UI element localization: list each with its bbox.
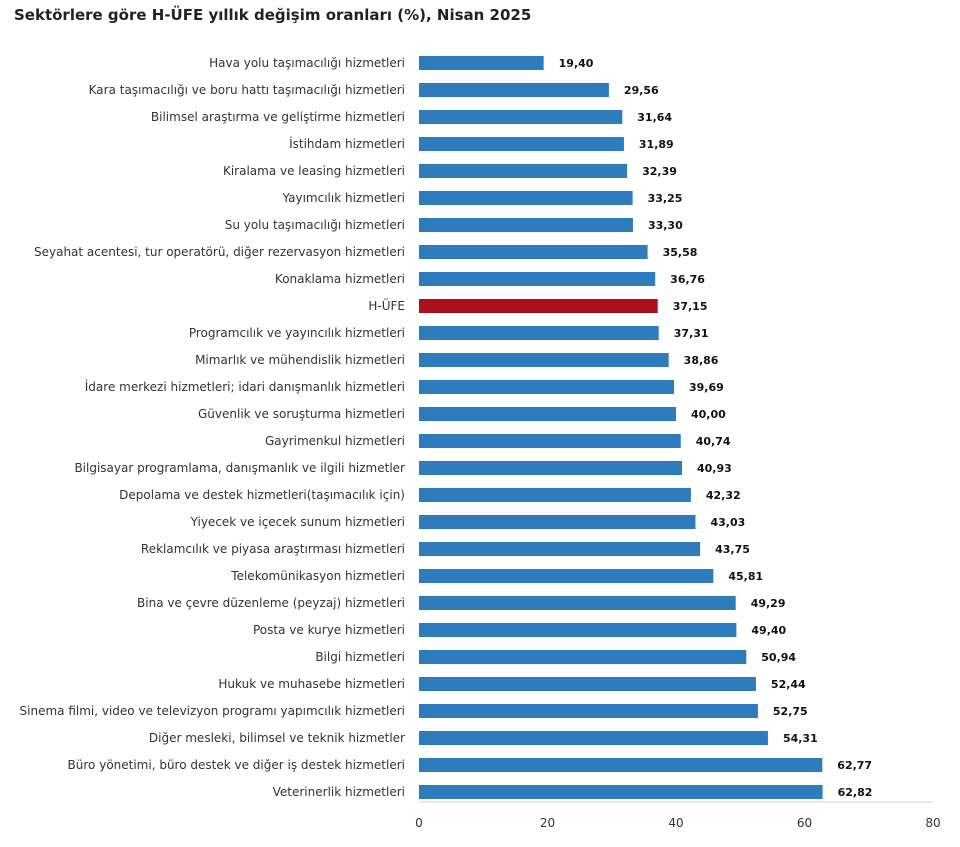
bar <box>419 623 737 637</box>
bar <box>419 461 682 475</box>
bar <box>419 785 823 799</box>
x-tick-label: 60 <box>797 816 812 830</box>
category-label: Depolama ve destek hizmetleri(taşımacılı… <box>119 488 405 502</box>
value-label: 43,75 <box>715 543 750 556</box>
category-label: Konaklama hizmetleri <box>275 272 405 286</box>
value-label: 43,03 <box>710 516 745 529</box>
chart-title: Sektörlere göre H-ÜFE yıllık değişim ora… <box>14 6 532 24</box>
value-label: 62,77 <box>837 759 872 772</box>
value-label: 31,89 <box>639 138 674 151</box>
value-label: 49,29 <box>751 597 786 610</box>
bar <box>419 272 656 286</box>
bar <box>419 515 696 529</box>
value-label: 52,75 <box>773 705 808 718</box>
value-label: 62,82 <box>838 786 873 799</box>
category-label: Sinema filmi, video ve televizyon progra… <box>20 704 405 718</box>
category-label: Bina ve çevre düzenleme (peyzaj) hizmetl… <box>137 596 405 610</box>
bar <box>419 56 544 70</box>
bar <box>419 137 624 151</box>
bar-highlight <box>419 299 658 313</box>
bar <box>419 596 736 610</box>
category-label: Hukuk ve muhasebe hizmetleri <box>218 677 405 691</box>
value-label: 35,58 <box>663 246 698 259</box>
value-label: 54,31 <box>783 732 818 745</box>
value-label: 45,81 <box>728 570 763 583</box>
category-label: Reklamcılık ve piyasa araştırması hizmet… <box>141 542 405 556</box>
category-label: Yayımcılık hizmetleri <box>281 191 405 205</box>
category-label: Veterinerlik hizmetleri <box>273 785 405 799</box>
value-label: 31,64 <box>637 111 672 124</box>
bar <box>419 434 681 448</box>
bar <box>419 380 675 394</box>
bar <box>419 488 691 502</box>
category-label: Telekomünikasyon hizmetleri <box>230 569 405 583</box>
category-label: Yiyecek ve içecek sunum hizmetleri <box>190 515 405 529</box>
category-label: Hava yolu taşımacılığı hizmetleri <box>209 56 405 70</box>
category-label: İstihdam hizmetleri <box>289 136 405 151</box>
bar <box>419 245 648 259</box>
bar <box>419 731 768 745</box>
value-label: 36,76 <box>670 273 705 286</box>
value-label: 33,30 <box>648 219 683 232</box>
bar <box>419 650 747 664</box>
value-label: 38,86 <box>684 354 719 367</box>
category-label: Diğer mesleki, bilimsel ve teknik hizmet… <box>149 731 405 745</box>
value-label: 39,69 <box>689 381 724 394</box>
bar <box>419 164 628 178</box>
x-tick-label: 20 <box>540 816 555 830</box>
category-label: Bilgisayar programlama, danışmanlık ve i… <box>74 461 405 475</box>
bar <box>419 677 756 691</box>
bar <box>419 407 676 421</box>
category-label: Bilgi hizmetleri <box>315 650 405 664</box>
bar <box>419 353 669 367</box>
value-label: 49,40 <box>751 624 786 637</box>
bar <box>419 83 609 97</box>
bar <box>419 542 701 556</box>
category-label: Bilimsel araştırma ve geliştirme hizmetl… <box>151 110 405 124</box>
category-label: Su yolu taşımacılığı hizmetleri <box>225 218 405 232</box>
category-label: Büro yönetimi, büro destek ve diğer iş d… <box>68 758 405 772</box>
category-label: H-ÜFE <box>368 297 405 313</box>
category-label: Kiralama ve leasing hizmetleri <box>223 164 405 178</box>
category-label: Mimarlık ve mühendislik hizmetleri <box>195 353 405 367</box>
bar <box>419 704 758 718</box>
value-label: 37,31 <box>674 327 709 340</box>
category-label: Gayrimenkul hizmetleri <box>265 434 405 448</box>
value-label: 40,93 <box>697 462 732 475</box>
category-label: İdare merkezi hizmetleri; idari danışman… <box>85 379 405 394</box>
bar <box>419 110 623 124</box>
value-label: 29,56 <box>624 84 659 97</box>
x-tick-label: 40 <box>668 816 683 830</box>
category-label: Programcılık ve yayıncılık hizmetleri <box>189 326 405 340</box>
value-label: 52,44 <box>771 678 806 691</box>
category-label: Kara taşımacılığı ve boru hattı taşımacı… <box>89 83 405 97</box>
category-label: Güvenlik ve soruşturma hizmetleri <box>198 407 405 421</box>
value-label: 33,25 <box>648 192 683 205</box>
value-label: 32,39 <box>642 165 677 178</box>
value-label: 40,74 <box>696 435 731 448</box>
value-label: 40,00 <box>691 408 726 421</box>
category-label: Seyahat acentesi, tur operatörü, diğer r… <box>34 245 405 259</box>
bar <box>419 218 633 232</box>
x-tick-label: 0 <box>415 816 423 830</box>
value-label: 42,32 <box>706 489 741 502</box>
value-label: 50,94 <box>761 651 796 664</box>
bar <box>419 758 823 772</box>
x-tick-label: 80 <box>925 816 940 830</box>
bar <box>419 326 659 340</box>
bar <box>419 191 633 205</box>
value-label: 19,40 <box>559 57 594 70</box>
value-label: 37,15 <box>673 300 708 313</box>
category-label: Posta ve kurye hizmetleri <box>253 623 405 637</box>
bar <box>419 569 714 583</box>
